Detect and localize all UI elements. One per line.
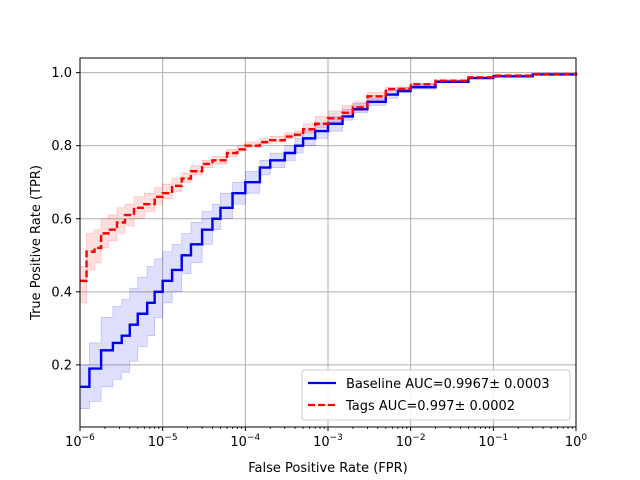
y-tick-label-2: 0.6 xyxy=(51,212,72,227)
series-line-tags xyxy=(80,72,578,283)
series-lines xyxy=(80,72,578,389)
legend-label-tags: Tags AUC=0.997± 0.0002 xyxy=(345,399,515,414)
y-axis-ticks: 0.2 0.4 0.6 0.8 1.0 xyxy=(51,66,80,373)
x-tick-label-2: 10−4 xyxy=(230,433,260,450)
y-axis-label: True Positive Rate (TPR) xyxy=(29,165,44,321)
x-tick-label-5: 10−1 xyxy=(478,433,508,450)
legend-label-baseline: Baseline AUC=0.9967± 0.0003 xyxy=(346,377,550,392)
series-line-baseline xyxy=(80,72,578,389)
x-tick-label-1: 10−5 xyxy=(148,433,178,450)
y-tick-label-0: 0.2 xyxy=(51,358,72,373)
legend: Baseline AUC=0.9967± 0.0003 Tags AUC=0.9… xyxy=(301,369,571,421)
y-tick-label-1: 0.4 xyxy=(51,285,72,300)
x-tick-label-4: 10−2 xyxy=(396,433,426,450)
x-axis-ticks: 10−6 10−5 10−4 10−3 10−2 10−1 100 xyxy=(65,427,587,450)
x-axis-label: False Positive Rate (FPR) xyxy=(248,461,407,476)
y-tick-label-3: 0.8 xyxy=(51,139,72,154)
legend-box xyxy=(301,369,571,421)
y-tick-label-4: 1.0 xyxy=(51,66,72,81)
x-tick-label-0: 10−6 xyxy=(65,433,95,450)
x-tick-label-3: 10−3 xyxy=(313,433,343,450)
x-tick-label-6: 100 xyxy=(565,433,588,450)
